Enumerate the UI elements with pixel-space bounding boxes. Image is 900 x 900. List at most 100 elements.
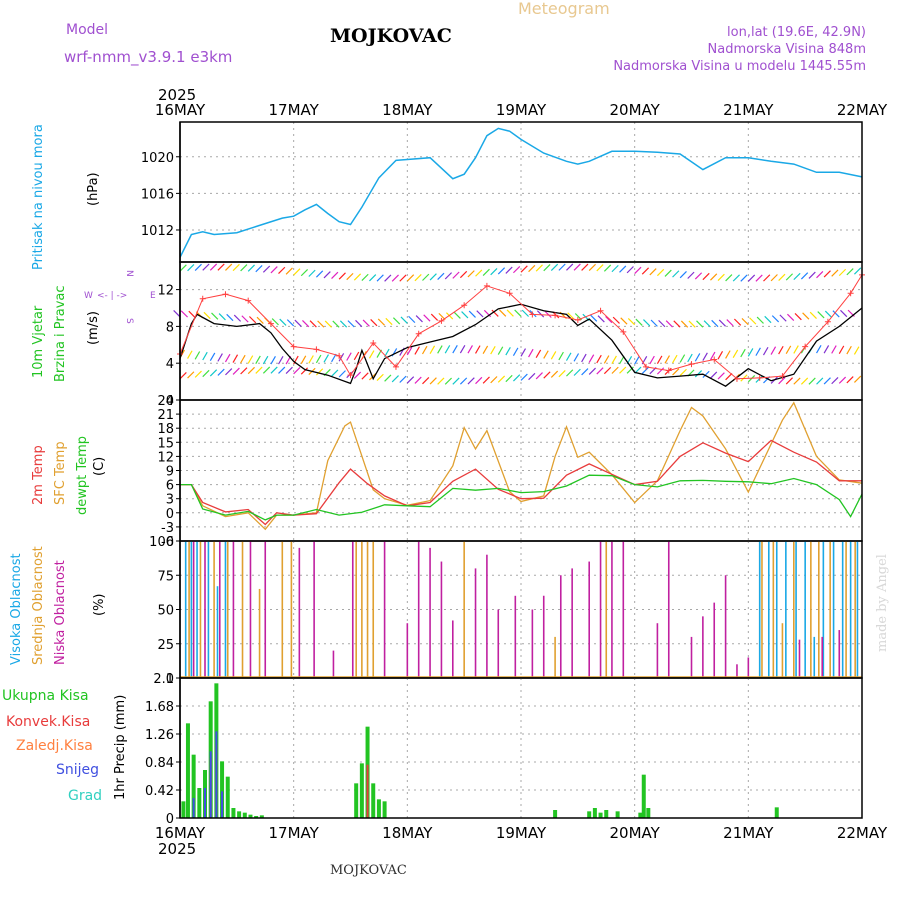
y-tick-label: 1012 (141, 224, 174, 239)
wind-arrow (323, 354, 329, 363)
panel-1: 0 4 8 12 (157, 261, 865, 409)
wind-arrow (838, 345, 845, 354)
wind-arrow (256, 316, 264, 324)
gust-marker (313, 346, 320, 353)
x-tick-label-top: 18MAY (382, 101, 433, 119)
precip-total-bar (181, 801, 186, 818)
wind-arrow (672, 270, 680, 278)
wind-arrow (347, 320, 355, 328)
wind-dir-arrows: <- | -> (97, 291, 127, 301)
wind-arrow (771, 315, 780, 323)
gust-marker (665, 367, 672, 374)
wind-arrow (823, 345, 830, 354)
wind-arrow (353, 371, 362, 379)
wind-arrow (520, 348, 527, 357)
wind-arrow (224, 353, 231, 363)
wind-arrow (581, 368, 589, 376)
wind-arrow (717, 351, 724, 360)
wind-arrow (459, 377, 468, 385)
wind-dir-e: E (150, 291, 156, 301)
wind-arrow (535, 349, 542, 359)
wind-arrow (573, 263, 581, 271)
wind-arrow (665, 320, 673, 328)
wind-arrow (459, 345, 466, 354)
wind-arrow (339, 320, 348, 328)
legend-grad: Grad (68, 788, 102, 804)
wind-arrow (240, 264, 248, 272)
wind-arrow (710, 371, 718, 379)
wind-arrow (664, 367, 672, 375)
precip-total-bar (604, 810, 609, 818)
wind-arrow (696, 320, 704, 328)
gust-marker (438, 317, 445, 324)
wind-arrow (763, 274, 771, 282)
wind-arrow (717, 273, 725, 281)
wind-arrow (800, 377, 809, 385)
wind-arrow (793, 272, 801, 281)
wind-arrow (597, 315, 605, 323)
wind-arrow (694, 272, 703, 280)
gust-marker (370, 339, 377, 346)
wind-arrow (173, 309, 181, 318)
wind-arrow (611, 355, 617, 364)
gust-marker (267, 320, 274, 327)
gust-marker (802, 343, 809, 350)
y-tick-label: 0 (166, 672, 174, 687)
wind-arrow (620, 317, 628, 325)
precip-total-bar (359, 763, 364, 818)
wind-arrow (446, 312, 454, 320)
wind-arrow (732, 349, 739, 358)
y-tick-label: 1016 (141, 187, 174, 202)
gust-marker (552, 312, 559, 319)
wind-arrow (247, 355, 254, 364)
wind-arrow (643, 319, 651, 327)
wind-arrow (679, 354, 686, 363)
gust-marker (824, 318, 831, 325)
wind-arrow (437, 345, 443, 354)
wind-arrow (514, 309, 522, 317)
gust-marker (392, 363, 399, 370)
precip-conv-bar (366, 764, 369, 818)
wind-arrow (703, 320, 711, 328)
credit-watermark: made by Angel (875, 554, 890, 652)
wind-arrow (853, 267, 862, 275)
wind-arrow (376, 373, 384, 382)
precip-total-bar (254, 816, 259, 818)
y-tick-label: 12 (157, 450, 174, 465)
wind-arrow (656, 268, 665, 277)
wind-arrow (566, 369, 574, 377)
precip-total-bar (774, 807, 779, 818)
wind-arrow (831, 376, 839, 385)
wind-arrow (240, 367, 248, 375)
wind-arrow (740, 374, 748, 382)
y-tick-label: 50 (157, 604, 174, 619)
wind-arrow (641, 366, 650, 374)
wind-arrow (816, 377, 824, 385)
wind-arrow (816, 270, 824, 279)
gust-marker (199, 295, 206, 302)
y-tick-label: 24 (157, 394, 174, 409)
wind-arrow (817, 311, 825, 319)
y-tick-label: 100 (149, 535, 174, 550)
wind-arrow (497, 375, 506, 383)
wind-arrow (414, 376, 422, 384)
wind-arrow (635, 318, 643, 326)
page-title: MOJKOVAC (330, 25, 452, 47)
wind-arrow (831, 269, 839, 277)
wind-arrow (702, 352, 708, 361)
wind-arrow (611, 366, 619, 374)
wind-arrow (338, 272, 346, 280)
wind-arrow (482, 268, 490, 276)
wind-arrow (802, 312, 810, 320)
wind-arrow (688, 320, 696, 328)
year-bottom: 2025 (158, 840, 196, 858)
wind-arrow (452, 271, 460, 279)
precip-total-bar (197, 788, 202, 818)
wind-arrow (641, 267, 650, 275)
altitude-text: Nadmorska Visina 848m (708, 42, 867, 57)
wind-arrow (338, 370, 346, 378)
gust-marker (483, 282, 490, 289)
wind-arrow (756, 316, 764, 324)
wind-arrow (232, 263, 240, 272)
y-tick-label: 25 (157, 638, 174, 653)
